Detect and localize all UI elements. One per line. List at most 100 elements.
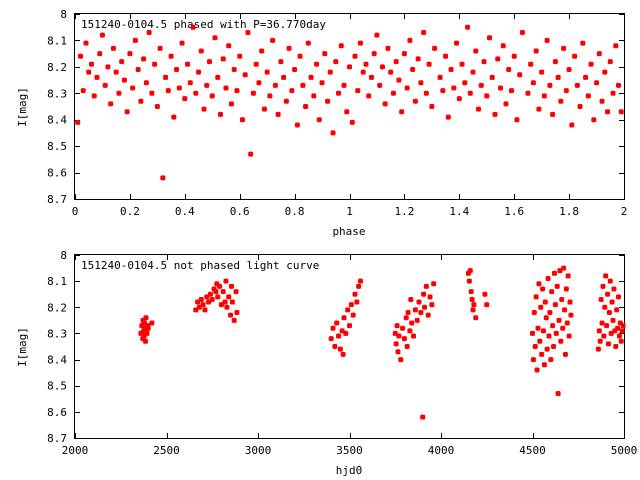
light-curve-data-point [597,338,603,344]
phased-data-point [91,93,97,99]
light-curve-data-point [540,328,546,334]
light-curve-data-point [231,317,237,323]
phased-data-point [379,64,385,70]
phased-y-tick-label: 8.5 [47,140,67,153]
phased-data-point [577,104,583,109]
light-curve-chart-title: 151240-0104.5 not phased light curve [81,259,319,272]
phased-x-tick-label: 0 [72,205,79,218]
light-curve-data-point [611,286,617,292]
phased-plot-frame [74,13,625,200]
phased-data-point [530,80,536,86]
phased-data-point [407,37,413,43]
light-curve-y-tick-label: 8.3 [47,327,67,340]
light-curve-data-point [616,294,622,300]
phased-x-tick-label: 0.2 [120,205,140,218]
phased-data-point [333,59,339,65]
phased-data-point [528,61,534,67]
phased-data-point [154,104,160,109]
light-curve-data-point [396,333,402,339]
phased-data-point [294,122,300,128]
light-curve-data-point [562,351,568,357]
phased-data-point [514,117,520,123]
phased-data-point [486,35,492,41]
phased-data-point [305,40,311,46]
light-curve-data-point [532,344,538,349]
light-curve-data-point [409,320,415,326]
light-curve-data-point [144,330,150,336]
phased-data-point [143,80,149,86]
light-curve-data-point [343,330,349,336]
light-curve-data-point [600,283,606,289]
light-curve-data-point [602,304,608,310]
phased-y-tick-label: 8.3 [47,87,67,100]
phased-data-point [489,74,495,80]
light-curve-data-point [229,299,235,305]
phased-data-point [561,45,567,51]
phased-data-point [204,82,210,88]
light-curve-data-point [548,357,554,363]
phased-data-point [423,90,429,96]
phased-data-point [138,98,144,104]
phased-data-point [179,40,185,46]
phased-data-point [550,111,556,117]
light-curve-y-axis-label: I[mag] [16,327,29,367]
light-curve-data-point [348,302,354,308]
light-curve-data-point [605,341,611,347]
light-curve-data-point [395,349,401,355]
phased-data-point [256,80,262,86]
phased-data-point [102,82,108,88]
light-curve-data-point [420,414,426,420]
phased-data-point [500,43,506,49]
light-curve-data-point [555,391,561,397]
phased-data-point [503,101,509,107]
phased-y-ticks: 8 8.1 8.2 8.3 8.4 8.5 8.6 8.7 [47,8,624,206]
phased-data-point [418,80,424,86]
phased-data-point [602,69,608,75]
phased-data-point [110,45,116,51]
light-curve-data-point [414,317,420,323]
light-curve-y-tick-label: 8.6 [47,406,67,419]
phased-data-point [185,61,191,67]
light-curve-data-point [551,344,557,349]
light-curve-data-point [423,283,429,289]
phased-data-point [171,114,177,120]
phased-data-point [193,90,199,96]
phased-data-point [344,109,350,115]
phased-data-point [497,85,503,91]
phased-data-point [374,32,380,38]
light-curve-data-point [350,312,356,318]
light-curve-data-point [222,299,228,305]
light-curve-data-point [565,273,571,279]
light-curve-data-point [567,299,573,305]
light-curve-data-point [556,317,562,323]
phased-data-point [437,74,443,80]
light-curve-data-point [546,333,552,339]
phased-data-point [555,74,561,80]
phased-data-point [432,45,438,51]
phased-data-point [319,80,325,86]
phased-data-point [182,96,188,102]
phased-data-point [135,67,141,72]
phased-data-point [248,151,254,157]
phased-data-point [596,51,602,57]
light-curve-points [138,265,626,420]
phased-data-point [492,111,498,117]
phased-data-point [116,90,122,96]
light-curve-x-tick-label: 2500 [153,444,180,457]
phased-data-point [130,85,136,91]
phased-data-point [220,56,226,62]
light-curve-data-point [357,278,363,284]
phased-data-point [421,30,427,35]
light-curve-data-point [613,344,619,349]
light-curve-data-point [544,346,550,352]
light-curve-data-point [234,310,240,316]
phased-data-point [473,48,479,54]
light-curve-data-point [484,302,490,308]
light-curve-data-point [550,323,556,329]
phased-data-point [165,88,171,94]
phased-data-point [283,98,289,104]
light-curve-data-point [562,307,568,313]
phased-data-point [572,53,578,59]
phased-x-tick-label: 1.2 [394,205,414,218]
phased-data-point [377,82,383,88]
